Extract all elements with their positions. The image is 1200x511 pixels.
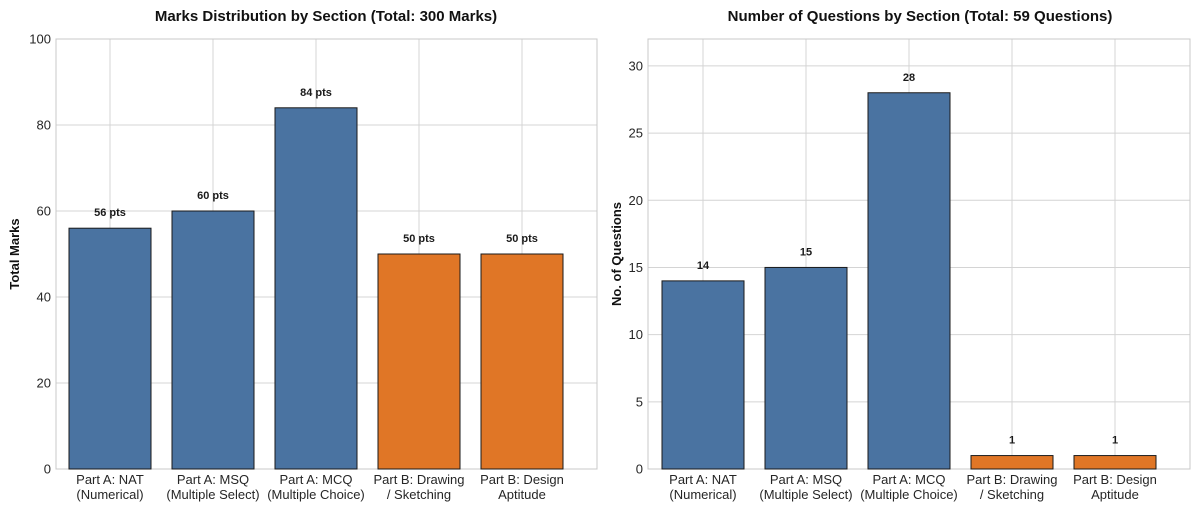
chart-title: Marks Distribution by Section (Total: 30… [155, 8, 497, 25]
y-tick-label: 0 [44, 462, 51, 477]
bar [1073, 455, 1157, 470]
plot-area: 0 20 40 60 80 100 56 pts Part A: NAT (Numerical)… [29, 32, 598, 502]
bar [171, 210, 255, 470]
x-tick-label: Part B: Design Aptitude [1073, 472, 1157, 502]
y-tick-label: 10 [629, 327, 643, 342]
x-tick-label-line: Part A: MSQ [177, 472, 249, 487]
chart-title: Number of Questions by Section (Total: 5… [728, 8, 1113, 25]
y-tick-label: 100 [29, 32, 51, 47]
y-tick-label: 20 [629, 193, 643, 208]
bar [661, 280, 745, 470]
x-tick-label-line: Part A: MCQ [873, 472, 946, 487]
data-label: 1 [1112, 435, 1118, 447]
y-tick-label: 40 [37, 290, 51, 305]
data-label: 1 [1009, 435, 1015, 447]
y-tick-label: 0 [636, 462, 643, 477]
data-label: 15 [800, 246, 812, 258]
data-label: 50 pts [403, 233, 435, 245]
y-tick-label: 80 [37, 118, 51, 133]
bar [480, 253, 564, 470]
bar [970, 455, 1054, 470]
x-tick-label-line: Aptitude [1091, 487, 1139, 502]
x-tick-label-line: Part B: Drawing [373, 472, 464, 487]
bar [377, 253, 461, 470]
x-tick-label-line: / Sketching [980, 487, 1044, 502]
y-tick-label: 20 [37, 376, 51, 391]
data-label: 50 pts [506, 233, 538, 245]
bar [68, 227, 152, 470]
x-tick-label-line: / Sketching [387, 487, 451, 502]
data-label: 56 pts [94, 207, 126, 219]
bar [867, 92, 951, 470]
x-tick-label: Part B: Design Aptitude [480, 472, 564, 502]
data-label: 60 pts [197, 190, 229, 202]
y-axis-label: No. of Questions [609, 202, 624, 306]
x-tick-label-line: Part B: Drawing [966, 472, 1057, 487]
x-tick-label-line: (Numerical) [669, 487, 736, 502]
x-tick-label-line: (Multiple Select) [759, 487, 852, 502]
x-tick-label: Part A: MCQ (Multiple Choice) [860, 472, 958, 502]
bar [764, 266, 848, 470]
y-axis-label: Total Marks [7, 218, 22, 289]
x-tick-label-line: Part A: MCQ [280, 472, 353, 487]
x-tick-label-line: Part A: MSQ [770, 472, 842, 487]
x-tick-label-line: (Multiple Choice) [267, 487, 365, 502]
marks-distribution-chart: 0 20 40 60 80 100 56 pts Part A: NAT (Numerical)… [7, 8, 598, 502]
x-tick-label-line: (Multiple Select) [166, 487, 259, 502]
x-tick-label: Part A: NAT (Numerical) [76, 472, 144, 502]
y-tick-label: 25 [629, 126, 643, 141]
x-tick-label: Part A: NAT (Numerical) [669, 472, 737, 502]
x-tick-label-line: Part B: Design [1073, 472, 1157, 487]
x-tick-label: Part A: MSQ (Multiple Select) [166, 472, 259, 502]
x-tick-label-line: Part A: NAT [669, 472, 737, 487]
x-tick-label-line: (Numerical) [76, 487, 143, 502]
x-tick-label-line: (Multiple Choice) [860, 487, 958, 502]
x-tick-label-line: Aptitude [498, 487, 546, 502]
x-tick-label: Part B: Drawing / Sketching [373, 472, 464, 502]
x-tick-label-line: Part A: NAT [76, 472, 144, 487]
y-tick-label: 60 [37, 204, 51, 219]
x-tick-label-line: Part B: Design [480, 472, 564, 487]
data-label: 84 pts [300, 87, 332, 99]
y-tick-label: 5 [636, 394, 643, 409]
data-label: 28 [903, 72, 915, 84]
data-label: 14 [697, 260, 710, 272]
bar [274, 107, 358, 470]
questions-count-chart: 0 5 10 15 20 25 30 14 Part A: NAT (Numerical) 15 Pa… [609, 8, 1191, 502]
x-tick-label: Part A: MSQ (Multiple Select) [759, 472, 852, 502]
x-tick-label: Part B: Drawing / Sketching [966, 472, 1057, 502]
x-tick-label: Part A: MCQ (Multiple Choice) [267, 472, 365, 502]
y-tick-label: 30 [629, 58, 643, 73]
plot-area: 0 5 10 15 20 25 30 14 Part A: NAT (Numerical) 15 Pa… [629, 38, 1191, 502]
y-tick-label: 15 [629, 260, 643, 275]
